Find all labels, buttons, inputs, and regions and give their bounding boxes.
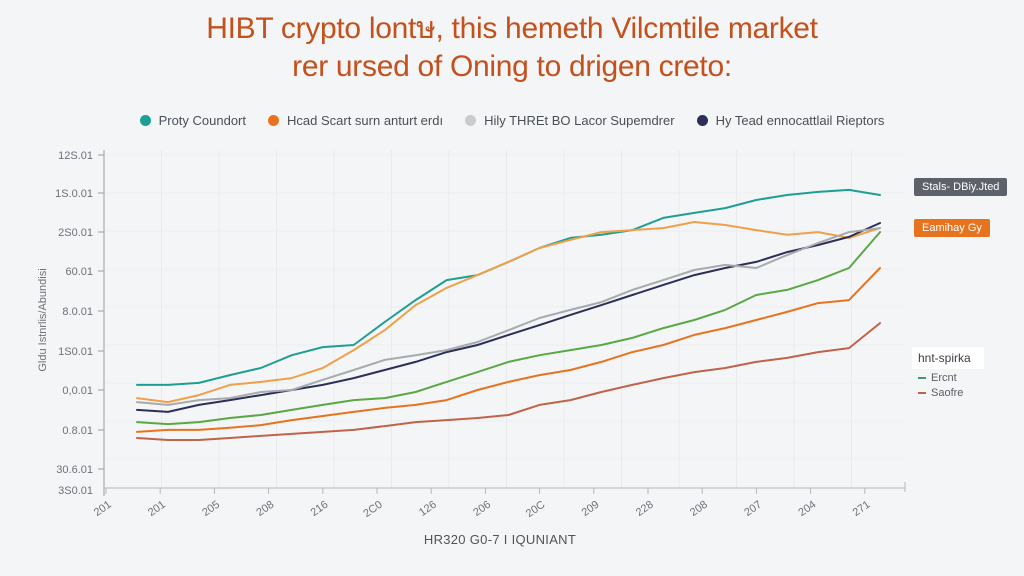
chart-title: HIBT crypto lontษ, this hemeth Vilcmtile… — [0, 10, 1024, 86]
legend-label: Proty Coundort — [158, 113, 246, 128]
y-tick-label: 12S.01 — [58, 150, 93, 162]
annotation-badge-orange: Eamihay Gy — [914, 219, 990, 237]
x-tick-label: 20C — [524, 499, 547, 520]
side-legend-title: hnt-spirka — [912, 347, 984, 369]
legend-label: Hy Tead ennocattlail Rieptors — [715, 113, 885, 128]
legend-item[interactable]: Hy Tead ennocattlail Rieptors — [696, 113, 885, 128]
x-ticks: 201 201 205 208 216 2C0 126 206 20C 209 228 208 207 2… — [92, 488, 873, 520]
y-tick-label: 3S0.01 — [58, 485, 93, 497]
x-tick-label: 206 — [471, 499, 493, 519]
x-tick-label: 271 — [851, 499, 873, 519]
side-legend-label: Ercnt — [931, 372, 957, 384]
x-tick-label: 201 — [92, 499, 114, 519]
series-line — [136, 267, 881, 433]
y-tick-label: 30.6.01 — [56, 464, 93, 476]
y-tick-label: 60.01 — [65, 266, 93, 278]
x-tick-label: 228 — [634, 499, 656, 519]
legend-item[interactable]: Proty Coundort — [139, 113, 246, 128]
x-tick-label: 204 — [796, 499, 818, 519]
side-legend-entry: Saofre — [912, 387, 992, 399]
x-tick-label: 2C0 — [361, 499, 384, 520]
series-line — [136, 222, 881, 413]
chart-title-line-1: HIBT crypto lontษ, this hemeth Vilcmtile… — [206, 12, 818, 45]
chart-legend: Proty Coundort Hcad Scart surn anturt er… — [0, 113, 1024, 128]
y-tick-label: 2S0.01 — [58, 227, 93, 239]
side-legend-entry: Ercnt — [912, 372, 992, 384]
legend-dot-icon — [465, 115, 477, 126]
gridlines — [103, 150, 905, 488]
series-line — [136, 227, 881, 406]
x-axis-label: HR320 G0-7 I IQUNIANT — [423, 532, 577, 547]
legend-label: Hily THREt BO Lacor Supemdrer — [484, 113, 675, 128]
chart-title-line-2: rer ursed of Oning to drigen creto: — [292, 50, 732, 83]
legend-item[interactable]: Hcad Scart surn anturt erdı — [268, 113, 443, 128]
y-axis-label: Gldu Istnrlis/Abundisi — [37, 268, 49, 371]
y-tick-label: 1S0.01 — [58, 346, 93, 358]
series-line — [136, 231, 881, 426]
x-tick-label: 126 — [417, 499, 439, 519]
axes — [103, 150, 906, 496]
annotation-badge-dark: Stals- DBiy.Jted — [914, 178, 1008, 196]
x-tick-label: 201 — [146, 499, 168, 519]
side-legend-swatch-icon — [918, 392, 926, 394]
legend-label: Hcad Scart surn anturt erdı — [287, 113, 444, 128]
legend-item[interactable]: Hily THREt BO Lacor Supemdrer — [465, 113, 675, 128]
side-legend-label: Saofre — [931, 387, 964, 399]
legend-dot-icon — [696, 115, 708, 126]
x-tick-label: 209 — [580, 499, 602, 519]
y-ticks: 12S.01 1S.0.01 2S0.01 60.01 8.0.01 1S0.01 0,0.… — [55, 150, 104, 497]
y-tick-label: 0,0.01 — [62, 385, 93, 397]
x-tick-label: 208 — [688, 499, 710, 519]
x-tick-label: 216 — [309, 499, 331, 519]
x-tick-label: 205 — [200, 499, 222, 519]
side-legend-swatch-icon — [918, 377, 926, 379]
y-tick-label: 1S.0.01 — [55, 188, 93, 200]
series-line — [136, 221, 881, 404]
x-tick-label: 208 — [254, 499, 276, 519]
y-tick-label: 8.0.01 — [62, 306, 93, 318]
series-line — [136, 322, 881, 441]
x-tick-label: 207 — [742, 499, 764, 519]
legend-dot-icon — [268, 115, 279, 126]
series-line — [136, 188, 881, 386]
side-legend: hnt-spirka Ercnt Saofre — [912, 347, 992, 399]
y-tick-label: 0.8.01 — [62, 425, 93, 437]
legend-dot-icon — [139, 115, 151, 126]
series-lines — [136, 188, 881, 441]
